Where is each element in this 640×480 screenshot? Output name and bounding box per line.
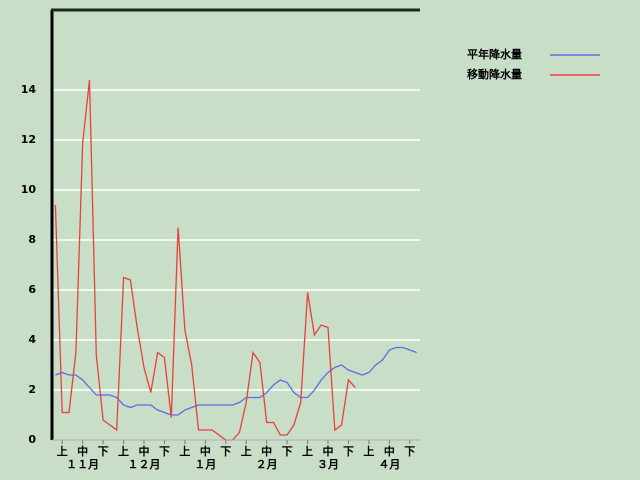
x-tick-label: 下 [159, 445, 170, 458]
month-label: １月 [194, 458, 216, 471]
x-tick-label: 下 [282, 445, 293, 458]
y-tick-label: 4 [28, 333, 36, 346]
legend-label: 移動降水量 [467, 67, 522, 81]
x-tick-label: 中 [139, 444, 150, 458]
y-tick-label: 10 [21, 183, 37, 196]
month-label: １１月 [66, 458, 99, 471]
y-tick-label: 0 [28, 433, 36, 446]
y-tick-label: 6 [28, 283, 36, 296]
x-tick-label: 上 [363, 444, 374, 458]
y-tick-label: 14 [21, 83, 37, 96]
y-tick-label: 12 [21, 133, 36, 146]
y-tick-label: 8 [28, 233, 36, 246]
month-label: ４月 [378, 458, 400, 471]
x-tick-label: 中 [261, 444, 272, 458]
month-label: ２月 [256, 458, 278, 471]
x-tick-label: 下 [220, 445, 231, 458]
x-tick-label: 上 [302, 444, 313, 458]
x-tick-label: 下 [343, 445, 354, 458]
x-tick-label: 中 [200, 444, 211, 458]
x-tick-label: 中 [323, 444, 334, 458]
month-label: １２月 [128, 458, 161, 471]
x-tick-label: 上 [179, 444, 190, 458]
x-tick-label: 中 [77, 444, 88, 458]
series-line [55, 346, 417, 416]
plot [54, 79, 417, 441]
legend-label: 平年降水量 [467, 47, 522, 61]
y-tick-label: 2 [28, 383, 36, 396]
x-tick-label: 上 [241, 444, 252, 458]
series-line [54, 79, 356, 441]
x-tick-label: 上 [57, 444, 68, 458]
x-tick-label: 下 [404, 445, 415, 458]
x-tick-label: 上 [118, 444, 129, 458]
month-label: ３月 [317, 458, 339, 471]
x-tick-label: 中 [384, 444, 395, 458]
x-tick-label: 下 [98, 445, 109, 458]
